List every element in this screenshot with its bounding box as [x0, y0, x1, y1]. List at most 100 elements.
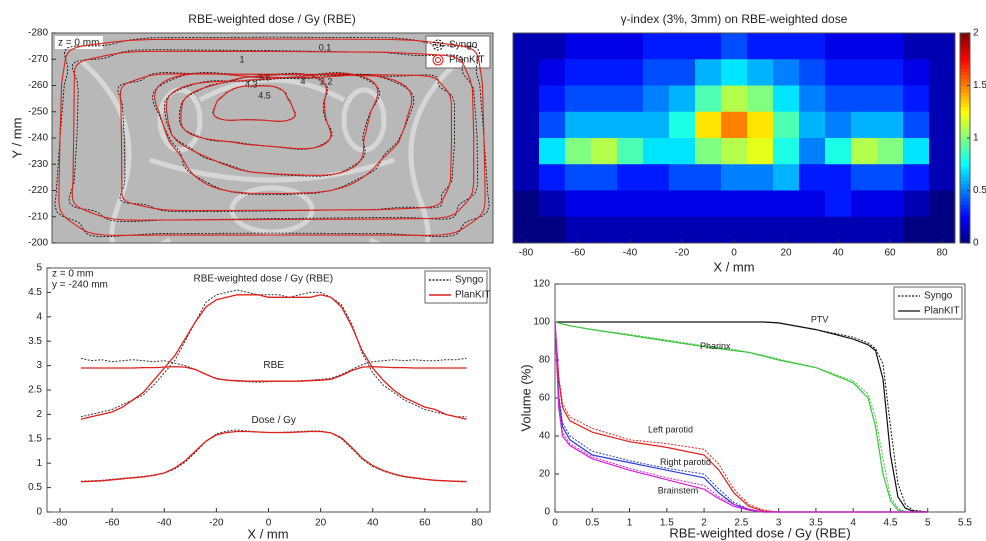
y-tick-label: 3: [36, 360, 42, 371]
heatmap-cell: [591, 191, 617, 218]
y-tick-label: -280: [28, 28, 48, 39]
heatmap-cell: [643, 217, 669, 244]
colorbar-step: [960, 219, 970, 223]
heatmap-cell: [539, 191, 565, 218]
heatmap-cell: [903, 33, 929, 60]
legend-label: Syngo: [455, 275, 484, 286]
x-tick-label: 0: [266, 518, 272, 529]
colorbar-step: [960, 215, 970, 219]
heatmap-cell: [591, 86, 617, 113]
heatmap-cell: [565, 191, 591, 218]
heatmap-cell: [539, 33, 565, 60]
heatmap-cell: [773, 164, 799, 191]
heatmap-cell: [851, 86, 877, 113]
colorbar-step: [960, 226, 970, 230]
heatmap-cell: [617, 112, 643, 139]
heatmap-cell: [695, 33, 721, 60]
heatmap-cell: [825, 138, 851, 165]
legend: Syngo PlanKIT: [426, 36, 490, 68]
axes-frame: [47, 268, 490, 512]
colorbar-step: [960, 89, 970, 93]
colorbar-step: [960, 117, 970, 121]
colorbar-step: [960, 229, 970, 233]
colorbar-step: [960, 96, 970, 100]
heatmap-cell: [825, 164, 851, 191]
heatmap-cell: [903, 164, 929, 191]
y-tick-label: -260: [28, 80, 48, 91]
heatmap-cell: [513, 191, 539, 218]
legend-label: Syngo: [924, 291, 953, 302]
heatmap-cell: [695, 191, 721, 218]
heatmap-cell: [513, 33, 539, 60]
y-axis-label: Volume (%): [518, 364, 533, 431]
colorbar-step: [960, 107, 970, 111]
heatmap-cell: [539, 164, 565, 191]
annotation: RBE: [263, 360, 284, 371]
legend-label: PlanKIT: [455, 290, 491, 301]
colorbar-step: [960, 205, 970, 209]
contour-label: 4.3: [245, 79, 258, 89]
heatmap-cell: [539, 217, 565, 244]
colorbar-step: [960, 93, 970, 97]
colorbar-tick-label: 0: [973, 238, 979, 249]
colorbar-tick-label: 1.5: [973, 80, 986, 91]
heatmap-cell: [799, 112, 825, 139]
structure-label: Right parotid: [660, 457, 711, 467]
colorbar-step: [960, 149, 970, 153]
heatmap-cell: [851, 191, 877, 218]
heatmap-cell: [669, 86, 695, 113]
heatmap-cell: [773, 33, 799, 60]
heatmap-cell: [747, 33, 773, 60]
heatmap-cell: [799, 138, 825, 165]
colorbar-step: [960, 121, 970, 125]
x-tick-label: 2: [701, 518, 707, 529]
structure-label: PTV: [811, 314, 829, 324]
colorbar-step: [960, 100, 970, 104]
x-tick-label: 40: [367, 518, 379, 529]
colorbar-step: [960, 44, 970, 48]
y-tick-label: 40: [539, 431, 551, 442]
colorbar-tick-label: 0.5: [973, 185, 986, 196]
heatmap-cell: [721, 33, 747, 60]
colorbar-step: [960, 236, 970, 240]
heatmap-cell: [695, 59, 721, 86]
y-tick-label: 1: [36, 458, 42, 469]
y-axis-label: Y / mm: [9, 118, 24, 159]
heatmap-cell: [851, 33, 877, 60]
heatmap-cell: [513, 138, 539, 165]
heatmap-cell: [643, 33, 669, 60]
heatmap-cell: [929, 191, 955, 218]
colorbar-step: [960, 184, 970, 188]
y-tick-label: 4: [36, 311, 42, 322]
heatmap-cell: [643, 86, 669, 113]
heatmap-cell: [513, 86, 539, 113]
colorbar-tick-label: 2: [973, 28, 979, 39]
colorbar-tick-label: 1: [973, 133, 979, 144]
colorbar-step: [960, 37, 970, 41]
heatmap-cell: [513, 112, 539, 139]
heatmap-cell: [747, 86, 773, 113]
heatmap-cell: [825, 191, 851, 218]
colorbar-step: [960, 54, 970, 58]
x-tick-label: -20: [209, 518, 224, 529]
heatmap-cell: [877, 138, 903, 165]
colorbar-step: [960, 233, 970, 237]
heatmap-cell: [799, 59, 825, 86]
heatmap-cell: [799, 191, 825, 218]
y-tick-label: 20: [539, 469, 551, 480]
legend: Syngo PlanKIT: [894, 287, 962, 319]
heatmap-cell: [669, 59, 695, 86]
y-tick-label: 5: [36, 263, 42, 274]
colorbar-step: [960, 79, 970, 83]
colorbar-step: [960, 138, 970, 142]
y-tick-label: -250: [28, 106, 48, 117]
colorbar-step: [960, 177, 970, 181]
structure-label: Brainstem: [658, 485, 699, 495]
heatmap-cell: [825, 59, 851, 86]
x-tick-label: 3.5: [809, 518, 823, 529]
heatmap-cell: [773, 59, 799, 86]
heatmap-cell: [929, 112, 955, 139]
heatmap-cell: [565, 33, 591, 60]
colorbar-step: [960, 33, 970, 37]
colorbar-step: [960, 156, 970, 160]
